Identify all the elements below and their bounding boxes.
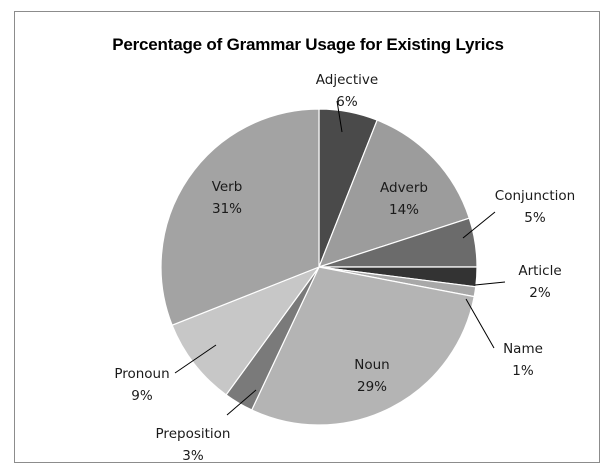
slice-label-name: Name xyxy=(503,341,543,357)
slice-value-name: 1% xyxy=(512,363,534,379)
pie-slice-noun xyxy=(250,266,475,426)
slice-label-pronoun: Pronoun xyxy=(114,366,169,382)
slice-value-conjunction: 5% xyxy=(524,210,546,226)
slice-value-preposition: 3% xyxy=(182,448,204,463)
slice-value-adjective: 6% xyxy=(336,94,358,110)
slice-value-verb: 31% xyxy=(212,201,242,217)
slice-label-adverb: Adverb xyxy=(380,180,428,196)
pie-labels: Adjective 6% Adverb 14% Conjunction 5% Article… xyxy=(114,72,575,463)
pie-chart: Adjective 6% Adverb 14% Conjunction 5% Article… xyxy=(114,72,575,463)
pie-slice-pronoun xyxy=(171,265,321,396)
slice-label-adjective: Adjective xyxy=(316,72,378,88)
leader-line-preposition xyxy=(226,389,257,416)
chart-title: Percentage of Grammar Usage for Existing… xyxy=(112,35,504,54)
leader-line-conjunction xyxy=(462,211,496,239)
slice-value-article: 2% xyxy=(529,285,551,301)
leader-line-adjective xyxy=(336,100,343,133)
slice-value-adverb: 14% xyxy=(389,202,419,218)
chart-area: Percentage of Grammar Usage for Existing… xyxy=(14,11,600,463)
slice-label-preposition: Preposition xyxy=(156,426,231,442)
slice-value-noun: 29% xyxy=(357,379,387,395)
slice-label-verb: Verb xyxy=(212,179,243,195)
pie-slices xyxy=(160,108,478,426)
leader-line-name xyxy=(465,298,495,349)
leader-line-article xyxy=(474,281,506,286)
slice-label-article: Article xyxy=(518,263,561,279)
slice-label-conjunction: Conjunction xyxy=(495,188,575,204)
pie-slice-verb xyxy=(160,108,320,326)
slice-value-pronoun: 9% xyxy=(131,388,153,404)
leader-line-pronoun xyxy=(174,344,217,374)
slice-label-noun: Noun xyxy=(354,357,389,373)
